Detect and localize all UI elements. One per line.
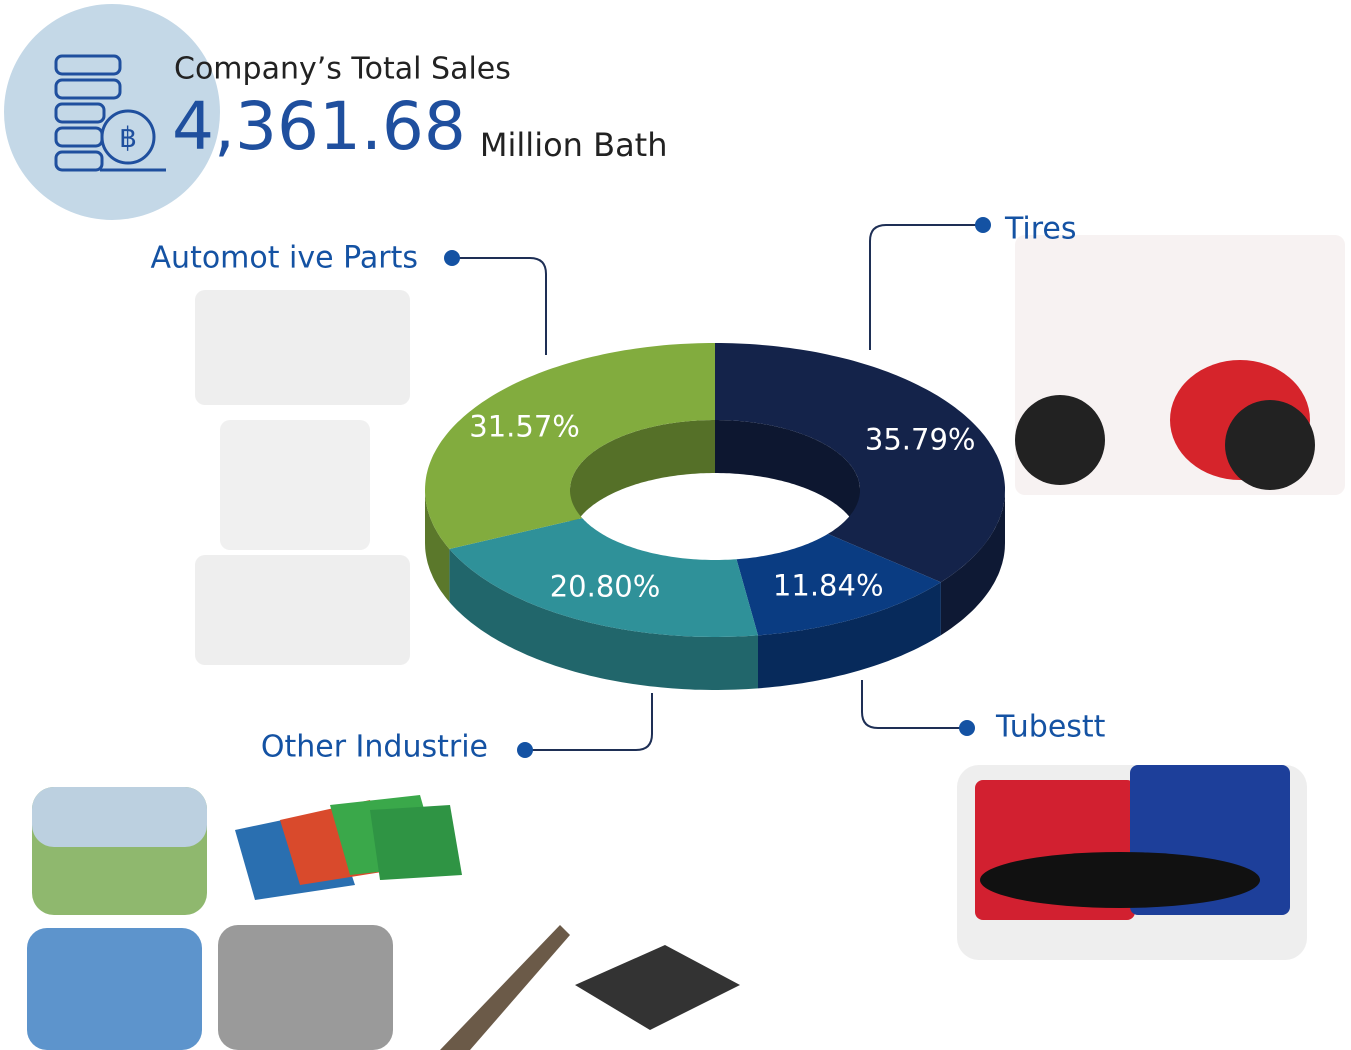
slice-label: 35.79%: [865, 422, 976, 456]
header-title: Company’s Total Sales: [174, 52, 511, 87]
svg-text:฿: ฿: [119, 121, 137, 154]
photos: [27, 235, 1345, 1050]
category-label: Other Industrie: [261, 730, 488, 765]
slice: [425, 343, 715, 549]
slice-label: 11.84%: [773, 569, 884, 603]
slice-label: 20.80%: [550, 569, 661, 603]
slice-side: [940, 490, 1005, 636]
slice: [449, 518, 758, 637]
category-label: Tires: [1004, 212, 1077, 247]
donut-chart: 35.79% 11.84% 20.80% 31.57%: [425, 343, 1005, 690]
category-label: Tubestt: [995, 710, 1106, 745]
coin-icon: ฿: [54, 54, 166, 172]
slice-side: [449, 549, 758, 690]
header-total: 4,361.68: [172, 88, 466, 165]
slice: [736, 533, 941, 636]
slice-side: [425, 490, 450, 602]
slice-inner-wall: [570, 420, 715, 543]
slice-label: 31.57%: [469, 409, 580, 443]
header-unit: Million Bath: [480, 126, 668, 164]
slice: [715, 343, 1005, 583]
connectors: [452, 224, 983, 751]
connector-dots: [444, 217, 991, 758]
category-label: Automot ive Parts: [151, 241, 418, 276]
slice-side: [758, 582, 941, 689]
slice-inner-wall: [715, 420, 860, 543]
